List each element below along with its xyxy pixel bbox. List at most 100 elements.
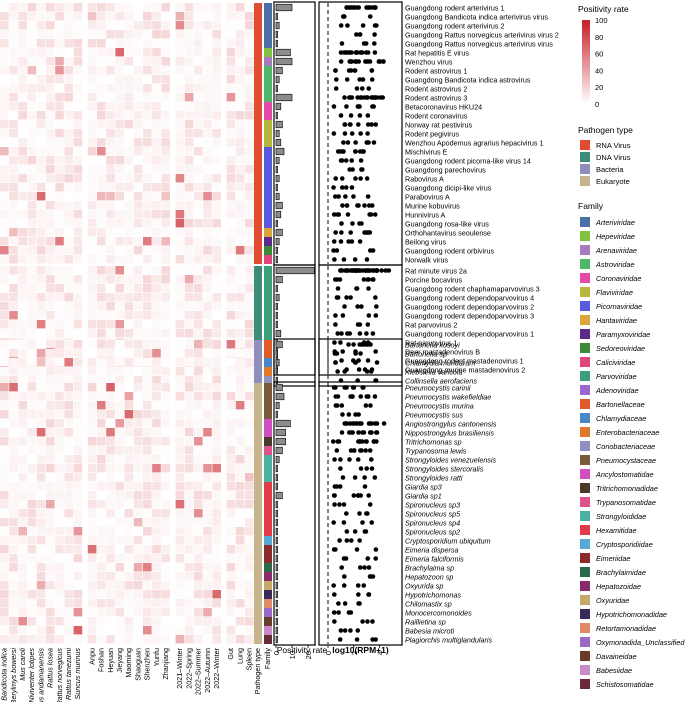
heatmap-cell: [133, 349, 143, 358]
family-cell: [264, 255, 272, 264]
heatmap-cell: [212, 93, 221, 102]
heatmap-cell: [212, 635, 221, 644]
rpm-dot: [347, 167, 352, 172]
heatmap-cell: [124, 599, 134, 608]
heatmap-cell: [212, 358, 221, 367]
heatmap-cell: [143, 608, 152, 617]
heatmap-cell: [87, 93, 97, 102]
rpm-dot: [331, 248, 336, 253]
heatmap-cell: [124, 455, 134, 464]
heatmap-cell: [203, 174, 212, 183]
heatmap-cell: [203, 165, 212, 174]
heatmap-cell: [175, 201, 185, 210]
heatmap-cell: [124, 527, 134, 536]
rpm-dot: [344, 529, 350, 534]
rpm-dot: [347, 122, 353, 127]
heatmap-cell: [133, 174, 143, 183]
heatmap-cell: [97, 554, 106, 563]
rpm-dot: [355, 457, 361, 462]
heatmap-cell: [64, 383, 73, 392]
heatmap-cell: [27, 320, 37, 329]
heatmap-cell: [97, 84, 106, 93]
pathogen-type-cell: [254, 401, 262, 410]
family-label: Picornaviridae: [596, 302, 642, 311]
column-label: Bandicota indica: [0, 648, 9, 701]
heatmap-cell: [18, 329, 27, 338]
heatmap-cell: [212, 3, 221, 12]
heatmap-cell: [36, 201, 46, 210]
heatmap-cell: [18, 473, 27, 482]
heatmap-cell: [245, 48, 254, 57]
heatmap-cell: [0, 527, 9, 536]
heatmap-cell: [235, 147, 245, 156]
heatmap-cell: [194, 129, 203, 138]
heatmap-cell: [152, 608, 161, 617]
heatmap-cell: [212, 84, 221, 93]
heatmap-cell: [9, 482, 18, 491]
heatmap-cell: [194, 491, 203, 500]
heatmap-cell: [143, 255, 152, 264]
heatmap-cell: [133, 340, 143, 349]
pathogen-type-cell: [254, 237, 262, 246]
rpm-dot: [331, 520, 336, 525]
heatmap-cell: [184, 545, 194, 554]
heatmap-cell: [203, 392, 212, 401]
heatmap-cell: [36, 617, 46, 626]
heatmap-cell: [203, 401, 212, 410]
heatmap-cell: [46, 590, 55, 599]
heatmap-cell: [194, 527, 203, 536]
row-label: Guangdong rodent orbivirus: [405, 247, 495, 256]
heatmap-cell: [212, 111, 221, 120]
heatmap-cell: [0, 183, 9, 192]
pathogen-type-cell: [254, 608, 262, 617]
heatmap-cell: [87, 3, 97, 12]
rpm-dot: [357, 421, 363, 426]
heatmap-cell: [64, 266, 73, 275]
heatmap-cell: [184, 48, 194, 57]
family-cell: [264, 500, 272, 509]
heatmap-cell: [46, 392, 55, 401]
rpm-dot: [372, 23, 378, 28]
heatmap-cell: [184, 21, 194, 30]
heatmap-cell: [124, 219, 134, 228]
rpm-dot: [372, 5, 378, 10]
heatmap-cell: [226, 210, 236, 219]
family-cell: [264, 473, 272, 482]
rpm-dot: [339, 430, 345, 435]
heatmap-cell: [161, 138, 170, 147]
heatmap-cell: [143, 147, 152, 156]
heatmap-cell: [9, 626, 18, 635]
heatmap-cell: [106, 275, 115, 284]
heatmap-cell: [175, 392, 185, 401]
heatmap-cell: [133, 12, 143, 21]
rpm-dot: [370, 277, 376, 282]
family-cell: [264, 383, 272, 392]
heatmap-cell: [245, 302, 254, 311]
heatmap-cell: [106, 635, 115, 644]
rpm-dot: [366, 140, 371, 145]
heatmap-cell: [133, 302, 143, 311]
heatmap-cell: [9, 428, 18, 437]
family-cell: [264, 437, 272, 446]
heatmap-cell: [64, 527, 73, 536]
heatmap-cell: [175, 30, 185, 39]
heatmap-cell: [64, 410, 73, 419]
heatmap-cell: [133, 491, 143, 500]
heatmap-cell: [27, 437, 37, 446]
heatmap-cell: [143, 183, 152, 192]
heatmap-cell: [46, 75, 55, 84]
heatmap-cell: [0, 147, 9, 156]
heatmap-cell: [235, 617, 245, 626]
rpm-dot: [366, 313, 372, 318]
heatmap-cell: [0, 284, 9, 293]
heatmap-cell: [9, 147, 18, 156]
heatmap-cell: [106, 572, 115, 581]
heatmap-cell: [133, 102, 143, 111]
family-cell: [264, 320, 272, 329]
heatmap-cell: [245, 210, 254, 219]
heatmap-cell: [97, 437, 106, 446]
family-cell: [264, 590, 272, 599]
heatmap-cell: [0, 376, 9, 385]
heatmap-cell: [55, 554, 64, 563]
heatmap-cell: [97, 3, 106, 12]
